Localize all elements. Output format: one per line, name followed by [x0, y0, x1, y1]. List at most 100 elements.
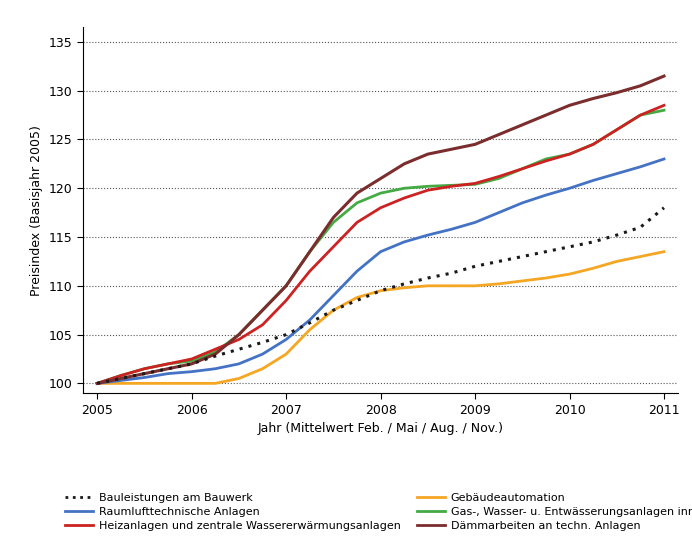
Heizanlagen und zentrale Wassererwärmungsanlagen: [518, 165, 527, 172]
Gas-, Wasser- u. Entwässerungsanlagen innerh. von Geb.: [518, 165, 527, 172]
Dämmarbeiten an techn. Anlagen: [329, 214, 338, 221]
Dämmarbeiten an techn. Anlagen: [93, 380, 101, 387]
Heizanlagen und zentrale Wassererwärmungsanlagen: [353, 219, 361, 225]
Dämmarbeiten an techn. Anlagen: [589, 95, 597, 102]
Heizanlagen und zentrale Wassererwärmungsanlagen: [612, 127, 621, 133]
Raumlufttechnische Anlagen: [235, 360, 243, 367]
Bauleistungen am Bauwerk: [565, 244, 574, 250]
Gas-, Wasser- u. Entwässerungsanlagen innerh. von Geb.: [258, 307, 266, 313]
Heizanlagen und zentrale Wassererwärmungsanlagen: [400, 195, 408, 201]
Bauleistungen am Bauwerk: [376, 287, 385, 294]
Legend: Bauleistungen am Bauwerk, Raumlufttechnische Anlagen, Heizanlagen und zentrale W: Bauleistungen am Bauwerk, Raumlufttechni…: [61, 488, 692, 535]
Dämmarbeiten an techn. Anlagen: [542, 112, 550, 118]
Gas-, Wasser- u. Entwässerungsanlagen innerh. von Geb.: [117, 372, 125, 379]
Bauleistungen am Bauwerk: [471, 263, 480, 270]
Gas-, Wasser- u. Entwässerungsanlagen innerh. von Geb.: [140, 365, 149, 372]
Bauleistungen am Bauwerk: [117, 375, 125, 382]
Gebäudeautomation: [660, 248, 668, 255]
Dämmarbeiten an techn. Anlagen: [471, 141, 480, 147]
Heizanlagen und zentrale Wassererwärmungsanlagen: [235, 336, 243, 343]
Gas-, Wasser- u. Entwässerungsanlagen innerh. von Geb.: [471, 181, 480, 188]
Gas-, Wasser- u. Entwässerungsanlagen innerh. von Geb.: [660, 107, 668, 114]
Heizanlagen und zentrale Wassererwärmungsanlagen: [447, 183, 455, 189]
Bauleistungen am Bauwerk: [282, 331, 290, 338]
Dämmarbeiten an techn. Anlagen: [282, 282, 290, 289]
Gas-, Wasser- u. Entwässerungsanlagen innerh. von Geb.: [353, 200, 361, 206]
Raumlufttechnische Anlagen: [282, 336, 290, 343]
Raumlufttechnische Anlagen: [140, 374, 149, 381]
Heizanlagen und zentrale Wassererwärmungsanlagen: [495, 173, 503, 180]
Dämmarbeiten an techn. Anlagen: [211, 351, 219, 358]
Dämmarbeiten an techn. Anlagen: [306, 248, 314, 255]
Dämmarbeiten an techn. Anlagen: [353, 190, 361, 197]
Heizanlagen und zentrale Wassererwärmungsanlagen: [211, 346, 219, 353]
Dämmarbeiten an techn. Anlagen: [447, 146, 455, 152]
Heizanlagen und zentrale Wassererwärmungsanlagen: [660, 102, 668, 109]
Gebäudeautomation: [424, 282, 432, 289]
Dämmarbeiten an techn. Anlagen: [164, 365, 172, 372]
Gebäudeautomation: [329, 307, 338, 313]
Dämmarbeiten an techn. Anlagen: [612, 90, 621, 96]
Bauleistungen am Bauwerk: [447, 270, 455, 276]
Gas-, Wasser- u. Entwässerungsanlagen innerh. von Geb.: [188, 358, 196, 364]
Bauleistungen am Bauwerk: [400, 281, 408, 287]
Gebäudeautomation: [518, 278, 527, 284]
Line: Gas-, Wasser- u. Entwässerungsanlagen innerh. von Geb.: Gas-, Wasser- u. Entwässerungsanlagen in…: [97, 110, 664, 383]
Heizanlagen und zentrale Wassererwärmungsanlagen: [329, 244, 338, 250]
Dämmarbeiten an techn. Anlagen: [117, 375, 125, 382]
Gebäudeautomation: [211, 380, 219, 387]
Gebäudeautomation: [589, 265, 597, 271]
Raumlufttechnische Anlagen: [589, 177, 597, 184]
Raumlufttechnische Anlagen: [164, 370, 172, 377]
Bauleistungen am Bauwerk: [495, 258, 503, 265]
Gebäudeautomation: [258, 365, 266, 372]
Gebäudeautomation: [164, 380, 172, 387]
Raumlufttechnische Anlagen: [447, 226, 455, 233]
Gebäudeautomation: [471, 282, 480, 289]
Raumlufttechnische Anlagen: [660, 156, 668, 162]
Line: Dämmarbeiten an techn. Anlagen: Dämmarbeiten an techn. Anlagen: [97, 76, 664, 383]
Gas-, Wasser- u. Entwässerungsanlagen innerh. von Geb.: [306, 248, 314, 255]
Bauleistungen am Bauwerk: [211, 353, 219, 359]
Heizanlagen und zentrale Wassererwärmungsanlagen: [565, 151, 574, 157]
Heizanlagen und zentrale Wassererwärmungsanlagen: [306, 268, 314, 275]
Heizanlagen und zentrale Wassererwärmungsanlagen: [117, 372, 125, 379]
Dämmarbeiten an techn. Anlagen: [258, 307, 266, 313]
Gebäudeautomation: [565, 271, 574, 277]
Bauleistungen am Bauwerk: [258, 339, 266, 346]
Raumlufttechnische Anlagen: [542, 192, 550, 198]
Heizanlagen und zentrale Wassererwärmungsanlagen: [589, 141, 597, 147]
Line: Heizanlagen und zentrale Wassererwärmungsanlagen: Heizanlagen und zentrale Wassererwärmung…: [97, 105, 664, 383]
Heizanlagen und zentrale Wassererwärmungsanlagen: [188, 355, 196, 362]
Heizanlagen und zentrale Wassererwärmungsanlagen: [93, 380, 101, 387]
Dämmarbeiten an techn. Anlagen: [518, 122, 527, 128]
Gebäudeautomation: [93, 380, 101, 387]
Gas-, Wasser- u. Entwässerungsanlagen innerh. von Geb.: [282, 282, 290, 289]
Gebäudeautomation: [636, 253, 644, 260]
Bauleistungen am Bauwerk: [660, 205, 668, 211]
Raumlufttechnische Anlagen: [258, 351, 266, 358]
Dämmarbeiten an techn. Anlagen: [188, 360, 196, 367]
Gas-, Wasser- u. Entwässerungsanlagen innerh. von Geb.: [376, 190, 385, 197]
Raumlufttechnische Anlagen: [424, 232, 432, 239]
Raumlufttechnische Anlagen: [188, 369, 196, 375]
Raumlufttechnische Anlagen: [400, 239, 408, 245]
Gebäudeautomation: [117, 380, 125, 387]
Dämmarbeiten an techn. Anlagen: [424, 151, 432, 157]
Bauleistungen am Bauwerk: [589, 239, 597, 245]
Heizanlagen und zentrale Wassererwärmungsanlagen: [636, 112, 644, 118]
Gas-, Wasser- u. Entwässerungsanlagen innerh. von Geb.: [542, 156, 550, 162]
Bauleistungen am Bauwerk: [329, 307, 338, 313]
Gas-, Wasser- u. Entwässerungsanlagen innerh. von Geb.: [424, 183, 432, 189]
Heizanlagen und zentrale Wassererwärmungsanlagen: [376, 205, 385, 211]
X-axis label: Jahr (Mittelwert Feb. / Mai / Aug. / Nov.): Jahr (Mittelwert Feb. / Mai / Aug. / Nov…: [257, 422, 504, 435]
Gas-, Wasser- u. Entwässerungsanlagen innerh. von Geb.: [211, 349, 219, 355]
Raumlufttechnische Anlagen: [117, 377, 125, 384]
Gebäudeautomation: [400, 284, 408, 291]
Dämmarbeiten an techn. Anlagen: [235, 331, 243, 338]
Bauleistungen am Bauwerk: [353, 297, 361, 304]
Gas-, Wasser- u. Entwässerungsanlagen innerh. von Geb.: [636, 112, 644, 118]
Heizanlagen und zentrale Wassererwärmungsanlagen: [258, 322, 266, 328]
Gas-, Wasser- u. Entwässerungsanlagen innerh. von Geb.: [495, 175, 503, 182]
Gas-, Wasser- u. Entwässerungsanlagen innerh. von Geb.: [447, 182, 455, 188]
